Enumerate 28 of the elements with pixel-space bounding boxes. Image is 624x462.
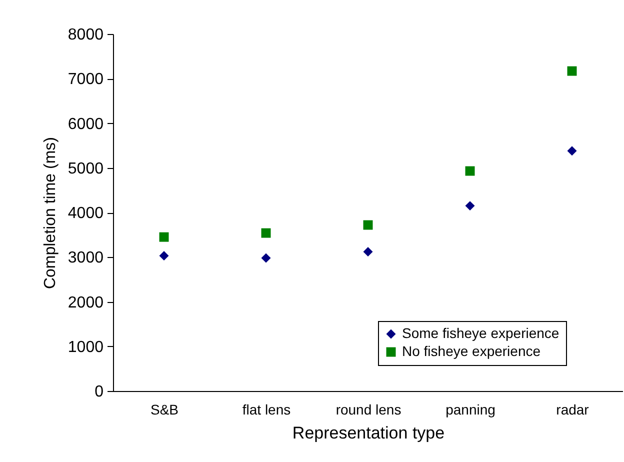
point xyxy=(465,166,475,176)
point xyxy=(159,251,169,261)
point xyxy=(363,247,373,257)
x-axis-title: Representation type xyxy=(292,424,445,442)
y-tick-label: 0 xyxy=(94,384,104,400)
x-tick-label: radar xyxy=(556,402,590,418)
y-tick-label: 1000 xyxy=(68,338,104,356)
x-tick-label: flat lens xyxy=(242,402,291,418)
point xyxy=(261,253,271,263)
y-tick-label: 2000 xyxy=(68,294,104,312)
x-tick-label: round lens xyxy=(336,402,402,418)
x-tick-label: panning xyxy=(446,402,496,418)
point xyxy=(465,201,475,211)
y-tick-label: 3000 xyxy=(68,250,104,267)
y-tick-label: 5000 xyxy=(68,160,104,178)
x-tick-label: S&B xyxy=(150,402,179,418)
y-tick-label: 4000 xyxy=(68,205,104,222)
point xyxy=(261,228,271,238)
point xyxy=(159,232,169,242)
legend-label: Some fisheye experience xyxy=(402,325,560,341)
y-axis-title: Completion time (ms) xyxy=(42,136,59,290)
point xyxy=(567,66,577,76)
y-tick-label: 7000 xyxy=(68,71,104,88)
y-tick-label: 6000 xyxy=(68,116,104,133)
point xyxy=(567,146,577,156)
point xyxy=(363,220,373,230)
y-tick-label: 8000 xyxy=(68,26,104,44)
legend-label: No fisheye experience xyxy=(402,343,541,359)
